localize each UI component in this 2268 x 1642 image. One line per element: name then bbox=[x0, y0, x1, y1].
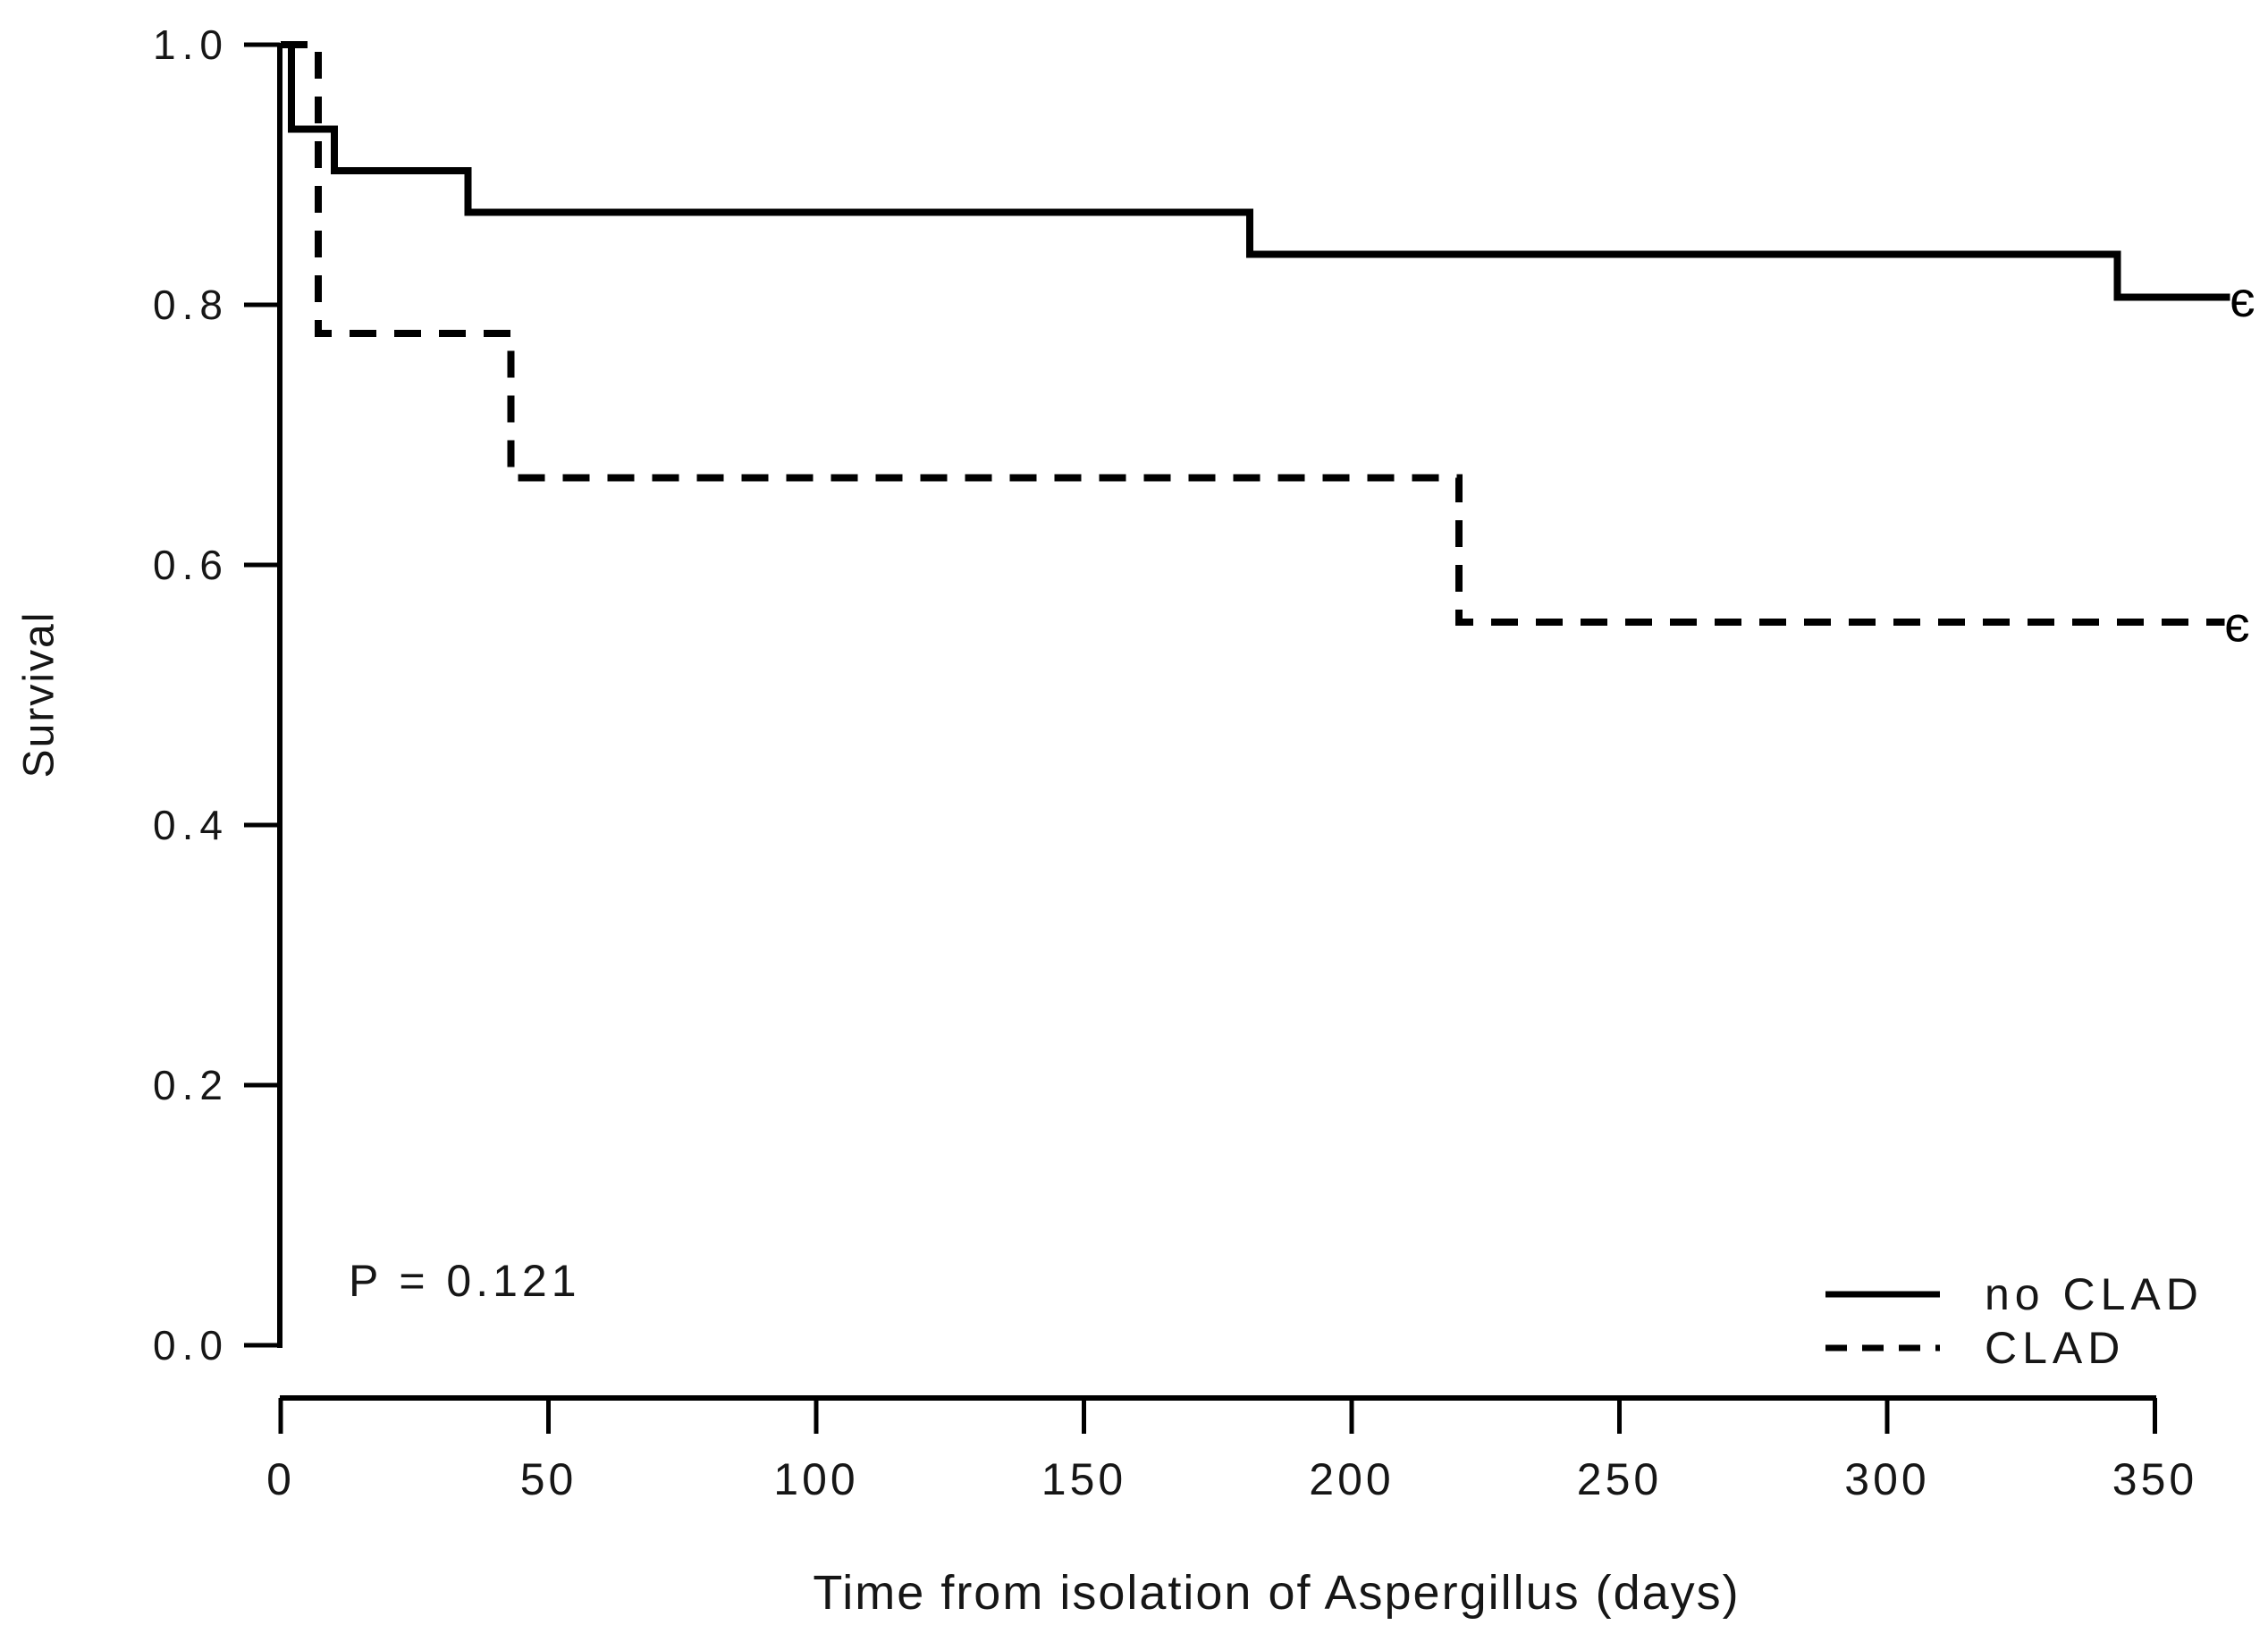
survival-curve-no-clad bbox=[281, 41, 2230, 301]
y-tick-label: 0.6 bbox=[153, 542, 229, 588]
x-tick-label: 200 bbox=[1309, 1454, 1394, 1504]
y-axis-title: Survival bbox=[15, 610, 63, 779]
x-tick-label: 300 bbox=[1844, 1454, 1929, 1504]
legend-dashed-line-swatch bbox=[1825, 1344, 1940, 1351]
legend-label-no-clad: no CLAD bbox=[1985, 1269, 2204, 1319]
legend-label-clad: CLAD bbox=[1985, 1323, 2126, 1373]
legend-solid-line-swatch bbox=[1825, 1291, 1940, 1298]
legend-entry-clad: CLAD bbox=[1825, 1322, 2125, 1374]
y-tick-label: 0.2 bbox=[153, 1062, 229, 1108]
censor-mark-no-clad: є bbox=[2230, 271, 2255, 327]
axes-layer: 1.0 0.8 0.6 0.4 0.2 0.0 0 50 100 150 200 250 300 350 bbox=[153, 21, 2197, 1504]
x-tick-label: 350 bbox=[2112, 1454, 2197, 1504]
legend-entry-no-clad: no CLAD bbox=[1825, 1268, 2204, 1320]
x-tick-label: 0 bbox=[266, 1454, 295, 1504]
y-tick-label: 0.4 bbox=[153, 802, 229, 848]
y-tick-label: 0.8 bbox=[153, 282, 229, 328]
x-tick-label: 50 bbox=[520, 1454, 578, 1504]
curves-layer: єє bbox=[281, 41, 2255, 653]
p-value-annotation: P = 0.121 bbox=[349, 1256, 581, 1306]
y-tick-label: 0.0 bbox=[153, 1322, 229, 1368]
censor-mark-clad: є bbox=[2224, 596, 2250, 653]
survival-curve-clad bbox=[281, 41, 2225, 627]
x-tick-label: 100 bbox=[773, 1454, 858, 1504]
x-tick-label: 250 bbox=[1577, 1454, 1662, 1504]
x-axis-title: Time from isolation of Aspergillus (days… bbox=[813, 1566, 1741, 1620]
y-tick-label: 1.0 bbox=[153, 21, 229, 68]
x-tick-label: 150 bbox=[1041, 1454, 1126, 1504]
